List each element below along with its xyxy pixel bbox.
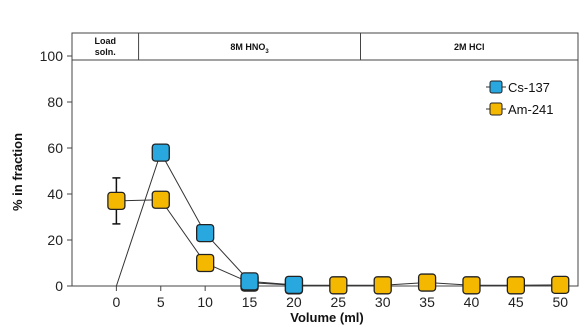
data-point: [284, 275, 304, 295]
legend-label: Am-241: [508, 102, 554, 117]
legend-swatch: [489, 80, 503, 94]
segment-label: 2M HCl: [454, 42, 485, 52]
segment-label-subscript: 3: [265, 49, 269, 55]
y-tick-label: 100: [40, 48, 64, 64]
data-point: [417, 273, 437, 292]
data-point: [551, 275, 570, 295]
y-tick-label: 40: [47, 186, 63, 202]
data-point: [196, 253, 215, 273]
data-point: [240, 272, 259, 291]
data-point: [506, 276, 526, 295]
x-axis-title: Volume (ml): [290, 310, 363, 325]
data-point: [151, 190, 170, 209]
data-point: [373, 276, 392, 295]
data-point: [107, 191, 126, 211]
series-lines: [115, 151, 561, 287]
series-markers: [107, 143, 570, 295]
segment-label: Load: [95, 36, 117, 46]
x-tick-label: 20: [286, 294, 302, 310]
segment-label: 8M HNO3: [230, 42, 269, 55]
data-point: [196, 223, 215, 243]
legend-label: Cs-137: [508, 80, 550, 95]
data-point: [151, 143, 170, 162]
y-tick-label: 60: [47, 140, 63, 156]
x-tick-label: 0: [112, 294, 120, 310]
axes: 0 20 40 60 80 100 0 5 10 15 20 25 30 35 40 45 50: [40, 32, 579, 310]
x-tick-label: 40: [464, 294, 480, 310]
legend-swatch: [489, 102, 503, 116]
y-tick-label: 80: [47, 94, 63, 110]
y-tick-label: 0: [55, 278, 63, 294]
plot-frame: [71, 32, 579, 287]
x-tick-label: 30: [375, 294, 391, 310]
x-tick-label: 15: [242, 294, 258, 310]
data-point: [329, 276, 348, 295]
x-tick-label: 50: [552, 294, 568, 310]
x-tick-label: 45: [508, 294, 524, 310]
series-line: [116, 199, 561, 286]
y-axis-title: % in fraction: [10, 133, 25, 211]
x-tick-label: 5: [157, 294, 165, 310]
x-tick-label: 25: [331, 294, 347, 310]
x-tick-label: 10: [197, 294, 213, 310]
segment-label: soln.: [95, 47, 116, 57]
y-tick-label: 20: [47, 232, 63, 248]
x-tick-label: 35: [419, 294, 435, 310]
legend: Cs-137 Am-241: [486, 80, 554, 117]
data-point: [462, 276, 481, 295]
